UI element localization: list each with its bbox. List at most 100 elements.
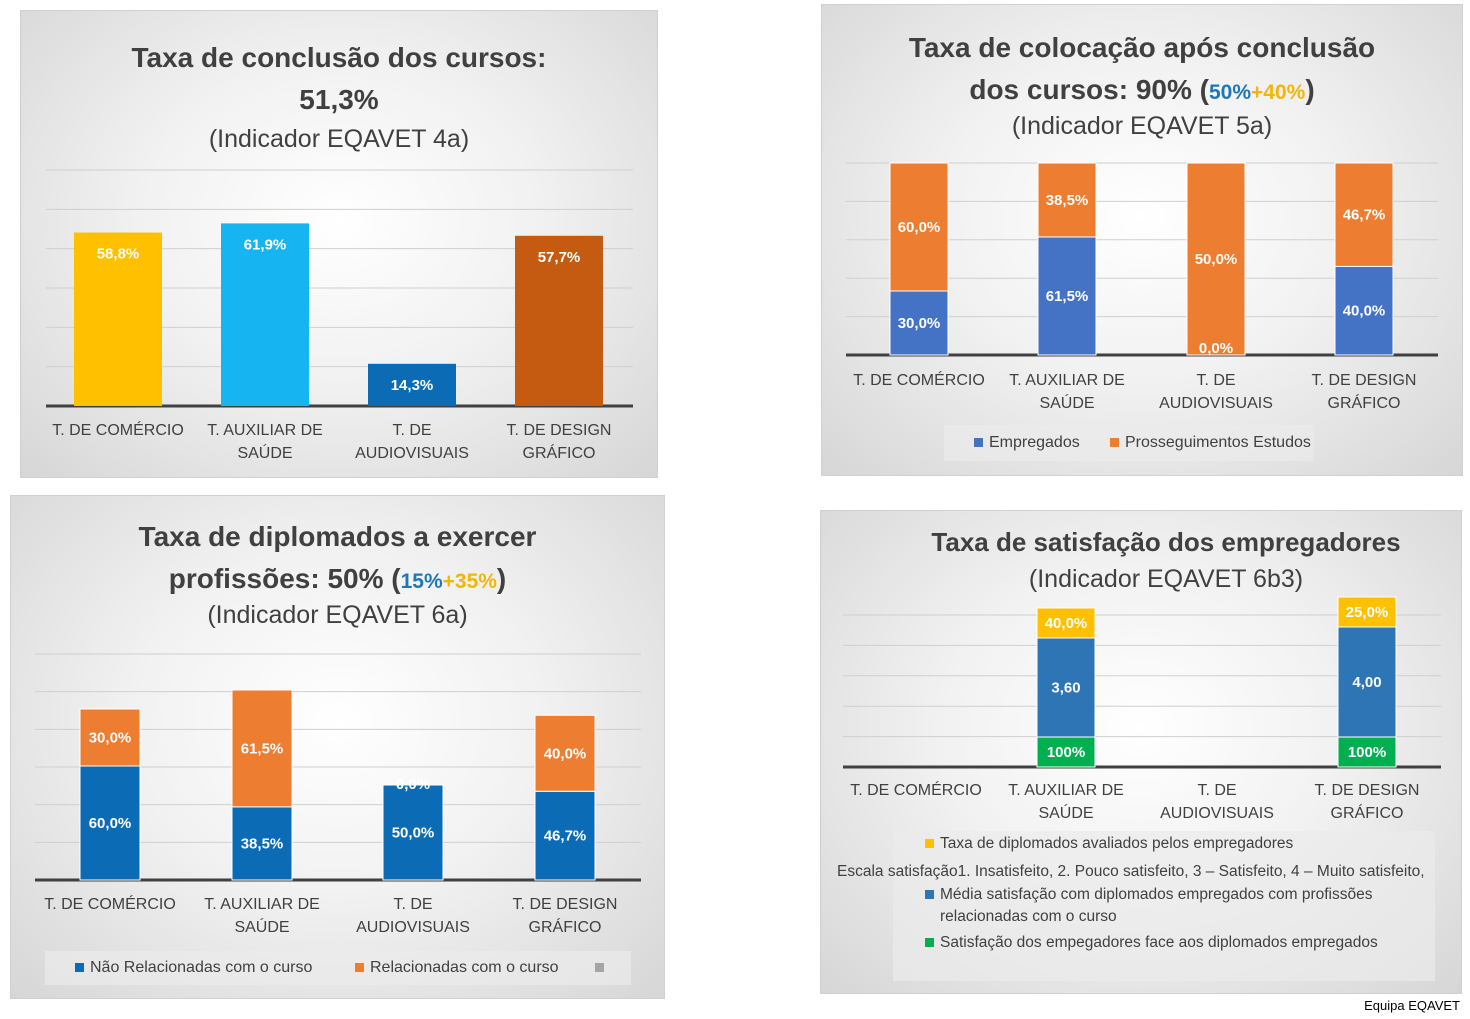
category-label: T. DE	[393, 896, 432, 913]
legend-swatch	[925, 839, 934, 849]
chart-panel-satisfacao: Taxa de satisfação dos empregadores (Ind…	[820, 510, 1462, 994]
bar-segment	[1186, 162, 1246, 356]
bar-segment	[1334, 162, 1394, 267]
data-label: 30,0%	[898, 315, 941, 332]
data-label: 100%	[1348, 744, 1386, 761]
category-label: T. DE COMÉRCIO	[853, 370, 985, 389]
legend-swatch	[75, 963, 84, 973]
chart-plot-satisfacao: 100% 3,60 40,0% 100% 4,00 25,0% T. DE COMÉRCIO…	[843, 596, 1441, 822]
data-label: 4,00	[1352, 674, 1381, 691]
data-label: 57,7%	[538, 249, 581, 266]
bar-segment	[79, 765, 141, 881]
bar-segment	[1337, 626, 1397, 738]
data-label: 40,0%	[544, 745, 587, 762]
chart-legend: Taxa de diplomados avaliados pelos empre…	[837, 831, 1435, 981]
category-label: GRÁFICO	[1331, 803, 1404, 822]
title-gold-value: 35%	[454, 570, 497, 593]
chart-title-line1: Taxa de colocação após conclusão	[908, 32, 1376, 63]
chart-plot-colocacao: 30,0% 60,0% 61,5% 38,5% 0,0% 50,0% 40,0% 46,7% T…	[846, 162, 1438, 412]
data-label: 0,0%	[396, 776, 430, 793]
data-label: 61,5%	[241, 740, 284, 757]
category-label: SAÚDE	[1039, 393, 1094, 412]
legend-label: Satisfação dos empegadores face aos dipl…	[940, 934, 1378, 951]
chart-legend: Empregados Prosseguimentos Estudos	[944, 425, 1314, 461]
bar-segment	[231, 689, 293, 808]
title-blue-value: 50%	[1208, 81, 1252, 104]
chart-subtitle: (Indicador EQAVET 6b3)	[1028, 565, 1304, 593]
legend-label: Relacionadas com o curso	[370, 959, 559, 976]
data-label: 61,5%	[1046, 288, 1089, 305]
category-label: SAÚDE	[1038, 803, 1093, 822]
legend-label: Empregados	[989, 434, 1080, 451]
legend-item-prosseguimentos: Prosseguimentos Estudos	[1110, 434, 1311, 452]
category-label: T. AUXILIAR DE	[1008, 782, 1124, 799]
chart-title-line1: Taxa de conclusão dos cursos:	[131, 42, 547, 73]
data-label: 50,0%	[392, 825, 435, 842]
bar-segment	[889, 290, 949, 356]
category-label: T. DE DESIGN	[1315, 782, 1420, 799]
bar	[221, 223, 309, 406]
data-label: 0,0%	[1199, 340, 1233, 357]
bar-segment	[1334, 265, 1394, 356]
chart-panel-conclusao: Taxa de conclusão dos cursos: 51,3% (Ind…	[20, 10, 658, 478]
data-label: 40,0%	[1343, 303, 1386, 320]
category-label: T. DE DESIGN	[1312, 372, 1417, 389]
data-label: 61,9%	[244, 236, 287, 253]
data-label: 50,0%	[1195, 251, 1238, 268]
category-label: T. AUXILIAR DE	[1009, 372, 1125, 389]
category-label: AUDIOVISUAIS	[356, 919, 470, 936]
legend-item-satisfacao-empregadores: Satisfação dos empegadores face aos dipl…	[925, 934, 1378, 952]
data-label: 14,3%	[391, 377, 434, 394]
chart-panel-diplomados: Taxa de diplomados a exercer profissões:…	[10, 495, 665, 999]
legend-label: Não Relacionadas com o curso	[90, 959, 313, 976]
title-gold-value: 40%	[1263, 81, 1306, 104]
bar-segment	[1337, 736, 1397, 768]
bar	[515, 235, 603, 406]
category-label: GRÁFICO	[523, 443, 596, 462]
category-label: T. DE	[1197, 782, 1236, 799]
title-close: )	[496, 563, 507, 594]
chart-title-line1: Taxa de diplomados a exercer	[138, 521, 537, 552]
bar-segment	[534, 714, 596, 792]
data-label: 25,0%	[1346, 604, 1389, 621]
data-label: 60,0%	[89, 815, 132, 832]
chart-subtitle: (Indicador EQAVET 5a)	[1011, 112, 1273, 140]
bar-segment	[382, 784, 444, 881]
title-close: )	[1305, 74, 1315, 105]
chart-title-line2: dos cursos: 90% (50%+40%)	[822, 69, 1462, 114]
data-label: 60,0%	[898, 219, 941, 236]
bar	[368, 363, 456, 406]
title-text: dos cursos: 90% (	[969, 74, 1209, 105]
bar-segment	[889, 162, 949, 292]
data-label: 100%	[1047, 744, 1085, 761]
category-label: T. DE	[1196, 372, 1235, 389]
title-text: profissões: 50% (	[168, 563, 401, 594]
legend-swatch	[925, 938, 934, 948]
chart-subtitle: (Indicador EQAVET 6a)	[207, 601, 468, 629]
legend-label: Prosseguimentos Estudos	[1125, 434, 1311, 451]
footer-credit: Equipa EQAVET	[1364, 998, 1460, 1013]
chart-title-line2: profissões: 50% (15%+35%)	[11, 558, 664, 603]
chart-legend: Não Relacionadas com o curso Relacionada…	[45, 951, 631, 985]
category-label: AUDIOVISUAIS	[355, 445, 469, 462]
bar-segment	[1037, 162, 1097, 238]
category-label: SAÚDE	[234, 917, 289, 936]
legend-swatch	[355, 963, 364, 973]
chart-panel-colocacao: Taxa de colocação após conclusão dos cur…	[821, 4, 1463, 476]
legend-swatch	[595, 963, 604, 973]
legend-swatch	[925, 890, 934, 900]
chart-title-line1: Taxa de satisfação dos empregadores	[931, 527, 1401, 557]
title-plus: +	[1251, 81, 1264, 104]
title-plus: +	[442, 570, 455, 593]
legend-swatch	[1110, 438, 1119, 448]
legend-label: Média satisfação com diplomados empregad…	[940, 886, 1373, 903]
category-label: GRÁFICO	[529, 917, 602, 936]
data-label: 46,7%	[1343, 207, 1386, 224]
bar	[74, 232, 162, 406]
bar-segment	[1037, 236, 1097, 356]
chart-subtitle: (Indicador EQAVET 4a)	[208, 125, 470, 153]
legend-item-empty	[595, 959, 610, 977]
legend-label-cont: relacionadas com o curso	[940, 908, 1117, 925]
bar-segment	[534, 790, 596, 881]
data-label: 38,5%	[1046, 192, 1089, 209]
